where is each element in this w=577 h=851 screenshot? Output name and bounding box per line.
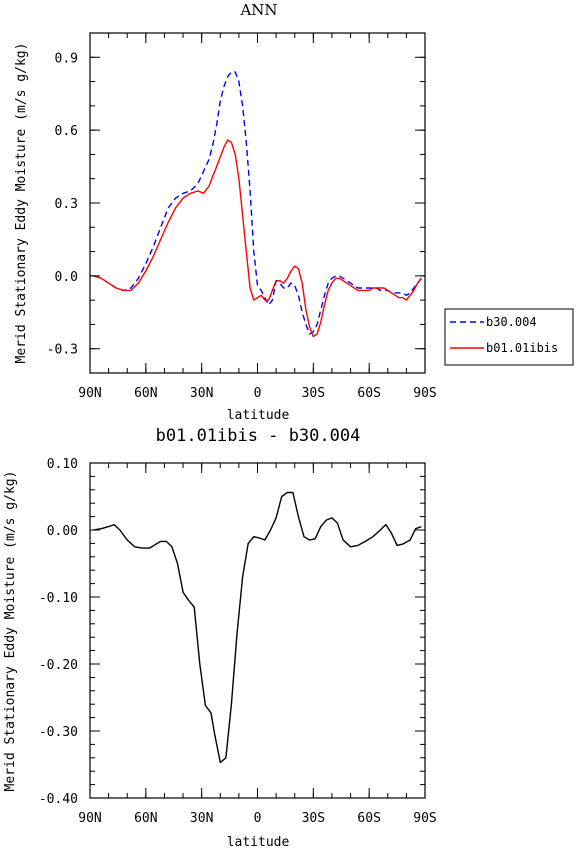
- top-y-tick-label: 0.6: [55, 124, 78, 139]
- legend-label-b30-004: b30.004: [486, 315, 537, 329]
- bottom-x-tick-label: 90N: [78, 811, 101, 826]
- top-y-tick-label: 0.9: [55, 51, 78, 66]
- top-plot-frame: [89, 32, 426, 374]
- top-x-tick-label: 0: [254, 386, 262, 401]
- bottom-x-tick-label: 30S: [302, 811, 325, 826]
- bottom-x-tick-label: 90S: [413, 811, 436, 826]
- top-series-line-b01-01ibis: [93, 139, 422, 338]
- bottom-plot-frame: [89, 462, 426, 799]
- top-x-tick-label: 60S: [357, 386, 380, 401]
- bottom-x-tick-label: 60S: [357, 811, 380, 826]
- top-x-tick-label: 90N: [78, 386, 101, 401]
- top-y-tick-label: 0.0: [55, 270, 78, 285]
- top-x-tick-label: 60N: [134, 386, 157, 401]
- top-series-line-b30-004: [93, 71, 422, 335]
- legend: b30.004 b01.01ibis: [444, 308, 574, 366]
- top-y-tick-label: 0.3: [55, 197, 78, 212]
- bottom-y-tick-label: 0.00: [47, 524, 78, 539]
- bottom-x-tick-label: 30N: [190, 811, 213, 826]
- top-y-tick-label: -0.3: [47, 343, 78, 358]
- top-y-axis-label: Merid Stationary Eddy Moisture (m/s g/kg…: [14, 43, 29, 364]
- bottom-x-tick-label: 60N: [134, 811, 157, 826]
- top-x-axis-label: latitude: [227, 408, 290, 423]
- bottom-y-tick-label: -0.20: [39, 658, 78, 673]
- top-x-tick-label: 30S: [302, 386, 325, 401]
- bottom-y-tick-label: -0.30: [39, 725, 78, 740]
- bottom-y-tick-label: -0.10: [39, 591, 78, 606]
- bottom-x-axis-label: latitude: [227, 835, 290, 850]
- bottom-y-tick-label: -0.40: [39, 792, 78, 807]
- top-x-tick-label: 30N: [190, 386, 213, 401]
- legend-label-b01-01ibis: b01.01ibis: [486, 341, 558, 355]
- legend-box: [444, 308, 574, 366]
- bottom-y-axis-label: Merid Stationary Eddy Moisture (m/s g/kg…: [3, 471, 18, 792]
- top-chart-title: ANN: [239, 1, 277, 19]
- bottom-y-tick-label: 0.10: [47, 457, 78, 472]
- top-x-tick-label: 90S: [413, 386, 436, 401]
- bottom-panel: b01.01ibis - b30.004 90N 60N 30N 0 30S 60S 90S…: [3, 426, 437, 850]
- bottom-chart-title: b01.01ibis - b30.004: [156, 426, 361, 446]
- bottom-series-line-difference: [93, 491, 422, 764]
- top-panel: ANN 90N 60N 30N 0 30S 60S 90S-0.30.00.30.60.9 …: [14, 1, 574, 423]
- bottom-x-tick-label: 0: [254, 811, 262, 826]
